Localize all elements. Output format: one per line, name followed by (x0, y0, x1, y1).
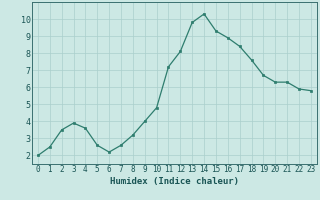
X-axis label: Humidex (Indice chaleur): Humidex (Indice chaleur) (110, 177, 239, 186)
